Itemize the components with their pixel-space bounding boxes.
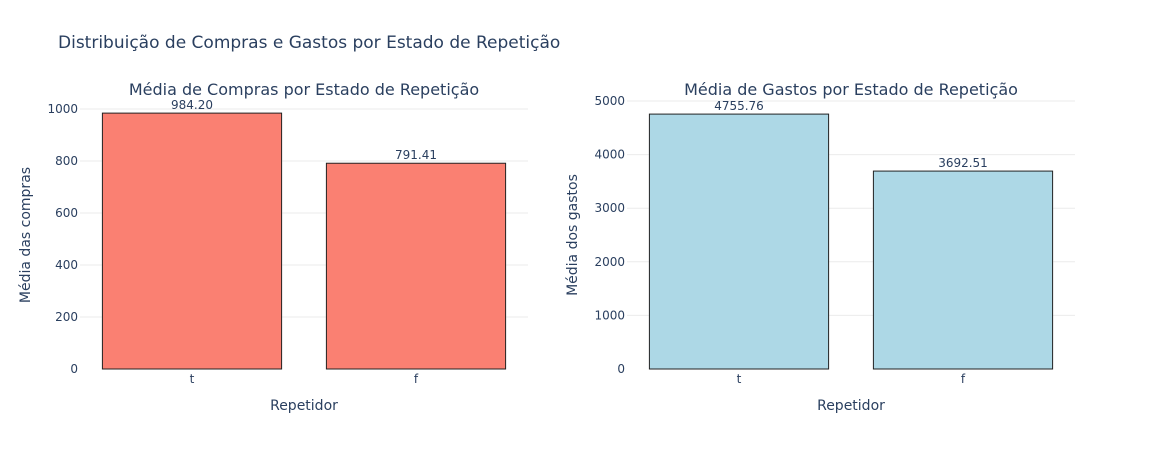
- chart-2-bar: [872, 170, 1054, 370]
- chart-1-bar: [325, 162, 507, 370]
- chart-2-ytick-label: 0: [617, 362, 625, 376]
- chart-1-ytick-label: 600: [55, 206, 78, 220]
- chart-1-xtick-label: t: [190, 372, 195, 386]
- chart-2-ytick-label: 4000: [594, 148, 625, 162]
- chart-2-ylabel: Média dos gastos: [565, 174, 581, 296]
- chart-1-xlabel: Repetidor: [270, 398, 338, 414]
- chart-2-ytick-label: 2000: [594, 255, 625, 269]
- chart-1-ytick-label: 200: [55, 310, 78, 324]
- chart-2-ytick-label: 5000: [594, 94, 625, 108]
- chart-1-ytick-label: 400: [55, 258, 78, 272]
- chart-2-xtick-label: f: [961, 372, 966, 386]
- chart-2-xtick-label: t: [737, 372, 742, 386]
- chart-1-data-label: 984.20: [171, 98, 213, 112]
- chart-1-bar: [101, 112, 283, 370]
- chart-2-data-label: 3692.51: [938, 156, 988, 170]
- chart-1-ytick-label: 0: [70, 362, 78, 376]
- chart-2-bar: [648, 113, 830, 370]
- chart-1-ytick-label: 800: [55, 154, 78, 168]
- chart-2-data-label: 4755.76: [714, 99, 764, 113]
- chart-1-ytick-label: 1000: [47, 102, 78, 116]
- chart-2-title: Média de Gastos por Estado de Repetição: [684, 80, 1018, 99]
- chart-1-title: Média de Compras por Estado de Repetição: [129, 80, 479, 99]
- chart-2-ytick-label: 3000: [594, 201, 625, 215]
- chart-2-xlabel: Repetidor: [817, 398, 885, 414]
- figure-title: Distribuição de Compras e Gastos por Est…: [58, 33, 561, 53]
- chart-1-xtick-label: f: [414, 372, 419, 386]
- chart-1-ylabel: Média das compras: [18, 167, 34, 303]
- chart-2-ytick-label: 1000: [594, 308, 625, 322]
- chart-1-data-label: 791.41: [395, 148, 437, 162]
